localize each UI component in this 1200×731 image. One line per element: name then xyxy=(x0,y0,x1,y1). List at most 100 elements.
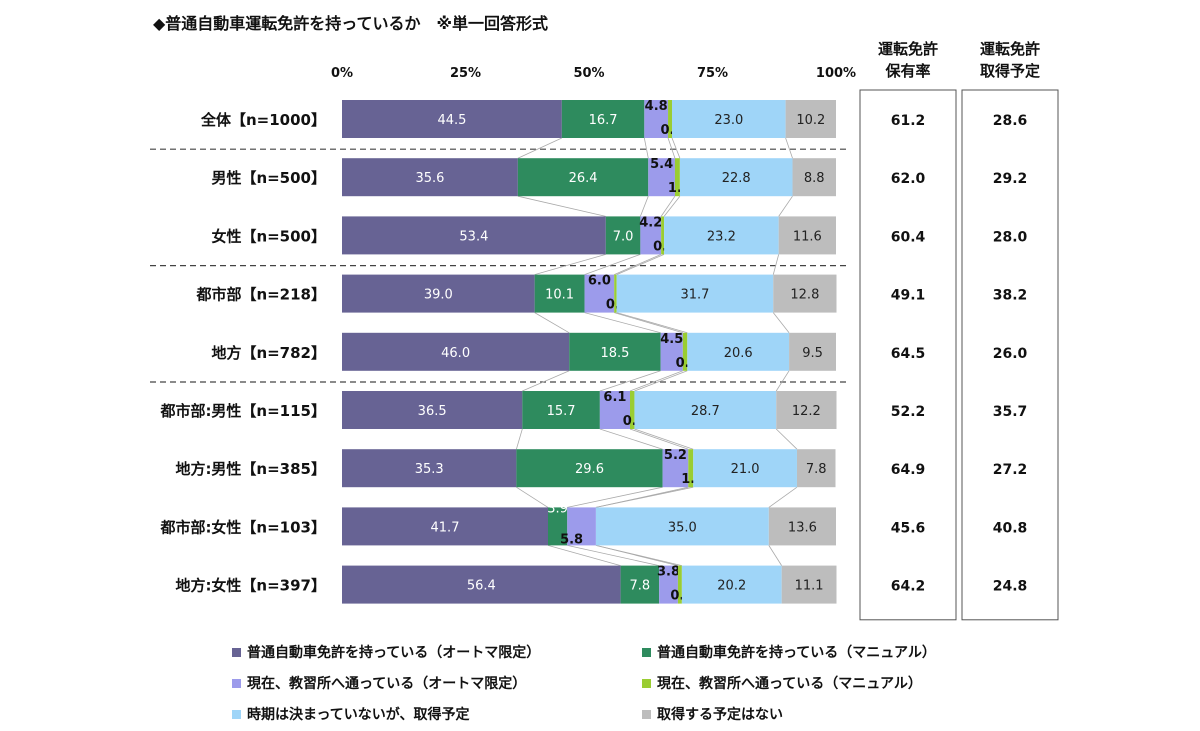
chart-title: ◆普通自動車運転免許を持っているか ※単一回答形式 xyxy=(153,14,549,33)
bar-segment xyxy=(671,100,786,138)
series-connector-line xyxy=(515,428,523,450)
legend-label: 普通自動車免許を持っている（マニュアル） xyxy=(657,645,936,661)
bar-segment xyxy=(342,274,535,313)
series-connector-line xyxy=(772,254,780,275)
x-tick-label: 0% xyxy=(331,66,353,81)
data-label: 7.0 xyxy=(613,229,634,244)
holding-rate-value: 64.9 xyxy=(891,462,926,478)
data-label: 7.8 xyxy=(806,462,827,477)
x-tick-label: 25% xyxy=(450,66,481,81)
data-label: 9.5 xyxy=(802,346,823,361)
series-connector-line xyxy=(516,486,549,508)
bar-segment xyxy=(668,100,672,138)
planned-rate-value: 35.7 xyxy=(993,404,1028,420)
series-connector-line xyxy=(595,486,694,508)
data-label: 28.7 xyxy=(691,404,720,419)
series-connector-line xyxy=(614,312,683,334)
series-connector-line xyxy=(616,312,688,334)
legend-label: 取得する予定はない xyxy=(657,707,783,723)
bar-segment xyxy=(342,391,523,429)
bar-segment xyxy=(595,507,769,546)
bar-segment xyxy=(662,449,689,488)
data-label: 46.0 xyxy=(441,346,470,361)
data-label: 26.4 xyxy=(569,171,598,186)
bar-segment xyxy=(547,507,568,546)
holding-rate-value: 52.2 xyxy=(891,404,926,420)
planned-rate-header-line1: 運転免許 xyxy=(979,40,1040,58)
bar-segment xyxy=(584,274,615,313)
legend-swatch xyxy=(232,709,241,719)
bar-segment xyxy=(630,391,635,429)
bar-segment xyxy=(681,565,782,604)
data-label: 6.1 xyxy=(603,390,626,405)
series-connector-line xyxy=(616,254,665,275)
bar-segment xyxy=(534,274,585,313)
data-label: 23.2 xyxy=(707,229,736,244)
planned-rate-value: 27.2 xyxy=(993,462,1028,478)
series-connector-line xyxy=(567,486,663,508)
bar-segment xyxy=(567,507,596,546)
series-connector-line xyxy=(534,312,570,334)
data-label: 3.8 xyxy=(657,565,680,580)
series-connector-line xyxy=(640,196,649,217)
bar-segment xyxy=(682,332,688,371)
bar-segment xyxy=(644,100,669,138)
holding-rate-box xyxy=(859,89,957,621)
data-label: 13.6 xyxy=(788,520,817,535)
legend-label: 現在、教習所へ通っている（オートマ限定） xyxy=(247,676,527,692)
legend-item-school-manual: 現在、教習所へ通っている（マニュアル） xyxy=(642,673,922,693)
planned-rate-header: 運転免許 取得予定 xyxy=(962,38,1058,82)
category-label: 男性【n=500】 xyxy=(211,169,326,187)
data-label: 18.5 xyxy=(600,346,629,361)
category-label: 都市部:女性【n=103】 xyxy=(159,518,326,536)
series-connector-line xyxy=(772,312,790,334)
data-label: 11.6 xyxy=(793,229,822,244)
bar-segment xyxy=(516,449,663,488)
bar-segment xyxy=(659,565,678,604)
planned-rate-box xyxy=(961,89,1059,621)
bar-segment xyxy=(648,158,675,197)
category-label: 地方:男性【n=385】 xyxy=(175,460,326,478)
holding-rate-value: 45.6 xyxy=(891,520,926,536)
series-connector-line xyxy=(775,428,798,450)
holding-rate-value: 61.2 xyxy=(891,113,926,129)
series-connector-line xyxy=(634,370,688,392)
data-label: 56.4 xyxy=(467,579,496,594)
bar-segment xyxy=(620,565,660,604)
x-tick-label: 50% xyxy=(573,66,604,81)
data-label: 36.5 xyxy=(418,404,447,419)
planned-rate-value: 38.2 xyxy=(993,288,1028,304)
data-label: 35.3 xyxy=(415,462,444,477)
legend-swatch xyxy=(642,678,651,688)
bar-segment xyxy=(661,216,665,255)
bar-segment xyxy=(687,332,790,371)
data-label: 20.2 xyxy=(717,579,746,594)
data-label: 12.8 xyxy=(790,288,819,303)
series-connector-line xyxy=(768,486,798,508)
holding-rate-header-line2: 保有率 xyxy=(885,62,931,80)
data-label: 35.0 xyxy=(668,520,697,535)
series-connector-line xyxy=(768,545,782,566)
data-label: 4.2 xyxy=(639,215,662,230)
bar-segment xyxy=(785,100,836,138)
data-label: 23.0 xyxy=(714,113,743,128)
data-label: 7.8 xyxy=(630,579,651,594)
series-connector-line xyxy=(629,428,689,450)
bar-segment xyxy=(778,216,836,255)
bar-segment xyxy=(677,565,682,604)
planned-rate-value: 40.8 xyxy=(993,520,1028,536)
bar-segment xyxy=(342,216,606,255)
bar-segment xyxy=(342,100,562,138)
planned-rate-value: 29.2 xyxy=(993,171,1028,187)
series-connector-line xyxy=(517,137,562,159)
bar-segment xyxy=(792,158,836,197)
series-connector-line xyxy=(567,545,660,566)
series-connector-line xyxy=(775,370,790,392)
series-connector-line xyxy=(778,195,793,217)
bar-segment xyxy=(616,274,774,313)
series-connector-line xyxy=(660,195,676,217)
category-label: 全体【n=1000】 xyxy=(200,111,326,129)
legend-swatch xyxy=(232,647,241,657)
bar-segment xyxy=(605,216,641,255)
